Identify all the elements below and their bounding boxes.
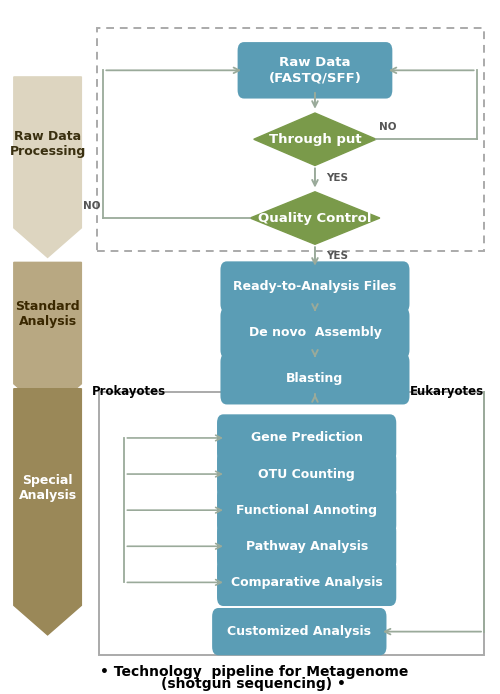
FancyBboxPatch shape [217,559,396,606]
Text: Customized Analysis: Customized Analysis [228,625,372,638]
FancyBboxPatch shape [220,262,410,312]
Text: NO: NO [84,201,101,211]
Text: Raw Data
(FASTQ/SFF): Raw Data (FASTQ/SFF) [268,56,362,84]
Text: OTU Counting: OTU Counting [258,468,355,480]
Text: Pathway Analysis: Pathway Analysis [246,540,368,553]
Text: Eukaryotes: Eukaryotes [410,385,484,398]
Text: NO: NO [378,122,396,133]
Text: Functional Annoting: Functional Annoting [236,504,377,516]
Text: Standard
Analysis: Standard Analysis [16,301,80,328]
Text: Through put: Through put [268,133,362,146]
Polygon shape [14,262,82,414]
Text: Prokayotes: Prokayotes [92,385,166,398]
Text: Special
Analysis: Special Analysis [18,474,76,502]
Polygon shape [14,389,82,635]
Polygon shape [254,113,376,165]
Text: • Technology  pipeline for Metagenome: • Technology pipeline for Metagenome [100,666,408,679]
FancyBboxPatch shape [217,523,396,570]
Text: De novo  Assembly: De novo Assembly [248,326,382,339]
Text: Ready-to-Analysis Files: Ready-to-Analysis Files [234,280,396,294]
Text: (shotgun sequencing) •: (shotgun sequencing) • [162,677,346,691]
Polygon shape [250,192,380,244]
FancyBboxPatch shape [220,307,410,359]
FancyBboxPatch shape [238,42,392,99]
FancyBboxPatch shape [217,486,396,534]
Text: Quality Control: Quality Control [258,212,372,225]
FancyBboxPatch shape [220,353,410,405]
FancyBboxPatch shape [217,450,396,498]
Polygon shape [14,77,82,257]
Text: Blasting: Blasting [286,373,344,385]
FancyBboxPatch shape [212,608,386,655]
Text: Gene Prediction: Gene Prediction [250,432,362,444]
Text: YES: YES [326,173,347,183]
Text: Raw Data
Processing: Raw Data Processing [10,130,86,158]
FancyBboxPatch shape [217,414,396,462]
Text: YES: YES [326,251,347,262]
Text: Comparative Analysis: Comparative Analysis [231,576,382,589]
